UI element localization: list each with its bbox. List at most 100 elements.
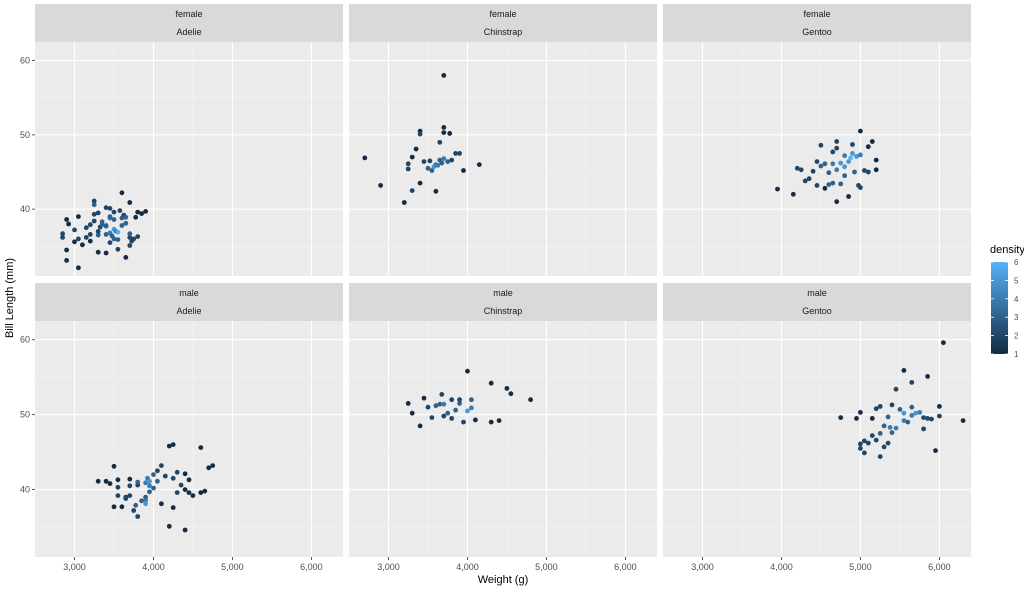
data-point — [190, 493, 196, 498]
panel-background — [663, 42, 971, 276]
data-point — [111, 209, 117, 215]
data-point — [453, 151, 458, 156]
data-point — [135, 479, 141, 485]
data-point — [465, 408, 470, 414]
data-point — [87, 238, 93, 244]
data-point — [933, 448, 938, 453]
data-point — [159, 463, 164, 468]
data-point — [107, 481, 113, 486]
data-point — [159, 501, 164, 507]
data-point — [862, 168, 867, 173]
data-point — [135, 514, 141, 519]
data-point — [873, 157, 879, 163]
data-point — [115, 229, 121, 235]
data-point — [210, 463, 216, 468]
data-point — [409, 188, 415, 194]
data-point — [461, 419, 466, 425]
data-point — [421, 395, 427, 401]
data-point — [925, 416, 930, 421]
y-tick-label: 50 — [20, 410, 30, 420]
data-point — [119, 223, 125, 228]
panel-background — [349, 42, 657, 276]
x-tick-label: 3,000 — [691, 562, 714, 572]
data-point — [182, 487, 188, 492]
facet-panel-female-gentoo: female Gentoo — [662, 4, 971, 276]
panel-background — [663, 321, 971, 557]
data-point — [421, 159, 427, 165]
data-point — [182, 527, 188, 533]
data-point — [449, 397, 455, 403]
data-point — [814, 183, 820, 188]
data-point — [417, 180, 423, 186]
data-point — [790, 191, 796, 197]
strip-label-species: Chinstrap — [484, 306, 523, 316]
data-point — [810, 168, 816, 174]
data-point — [111, 504, 117, 510]
data-point — [937, 413, 942, 419]
data-point — [95, 478, 101, 484]
data-point — [838, 160, 844, 166]
data-point — [103, 232, 109, 237]
data-point — [162, 473, 168, 479]
strip-label-sex: female — [175, 9, 202, 19]
data-point — [528, 397, 533, 403]
data-point — [127, 235, 133, 240]
data-point — [842, 173, 847, 179]
data-point — [178, 482, 184, 488]
data-point — [858, 152, 863, 158]
data-point — [508, 391, 514, 397]
data-point — [441, 125, 447, 130]
strip-label-sex: female — [489, 9, 516, 19]
x-tick-label: 4,000 — [770, 562, 793, 572]
data-point — [115, 477, 121, 483]
density-legend: density 1 2 3 4 5 6 — [990, 244, 1024, 359]
data-point — [901, 410, 907, 416]
data-point — [76, 214, 81, 220]
data-point — [123, 214, 129, 220]
data-point — [909, 413, 915, 418]
data-point — [115, 246, 121, 252]
data-point — [889, 402, 895, 408]
data-point — [921, 415, 926, 420]
x-tick-label: 6,000 — [928, 562, 951, 572]
strip-label-species: Adelie — [176, 27, 201, 37]
data-point — [127, 243, 133, 248]
data-point — [441, 73, 447, 78]
data-point — [131, 508, 137, 513]
data-point — [405, 166, 411, 172]
data-point — [115, 237, 121, 243]
data-point — [937, 404, 942, 409]
data-point — [95, 229, 101, 234]
data-point — [441, 413, 447, 419]
data-point — [103, 250, 109, 256]
facet-panel-male-gentoo: male Gentoo 3,000 4,000 5,000 6,000 — [662, 283, 971, 572]
data-point — [202, 488, 208, 494]
data-point — [504, 386, 510, 391]
data-point — [64, 247, 69, 253]
data-point — [433, 403, 439, 409]
x-tick-label: 5,000 — [221, 562, 244, 572]
data-point — [107, 206, 113, 211]
data-point — [814, 159, 820, 165]
data-point — [60, 231, 65, 237]
data-point — [429, 168, 435, 173]
data-point — [135, 234, 141, 240]
data-point — [119, 504, 125, 510]
data-point — [476, 162, 482, 168]
data-point — [127, 493, 133, 498]
data-point — [865, 169, 871, 175]
data-point — [830, 149, 836, 155]
data-point — [439, 160, 445, 166]
data-point — [909, 404, 915, 410]
y-tick-label: 40 — [20, 485, 30, 495]
data-point — [822, 161, 828, 167]
data-point — [806, 176, 812, 182]
data-point — [147, 483, 152, 489]
data-point — [111, 236, 117, 242]
data-point — [441, 156, 447, 162]
data-point — [469, 397, 474, 403]
data-point — [405, 161, 411, 167]
data-point — [401, 200, 407, 205]
data-point — [848, 155, 853, 161]
data-point — [441, 130, 447, 136]
